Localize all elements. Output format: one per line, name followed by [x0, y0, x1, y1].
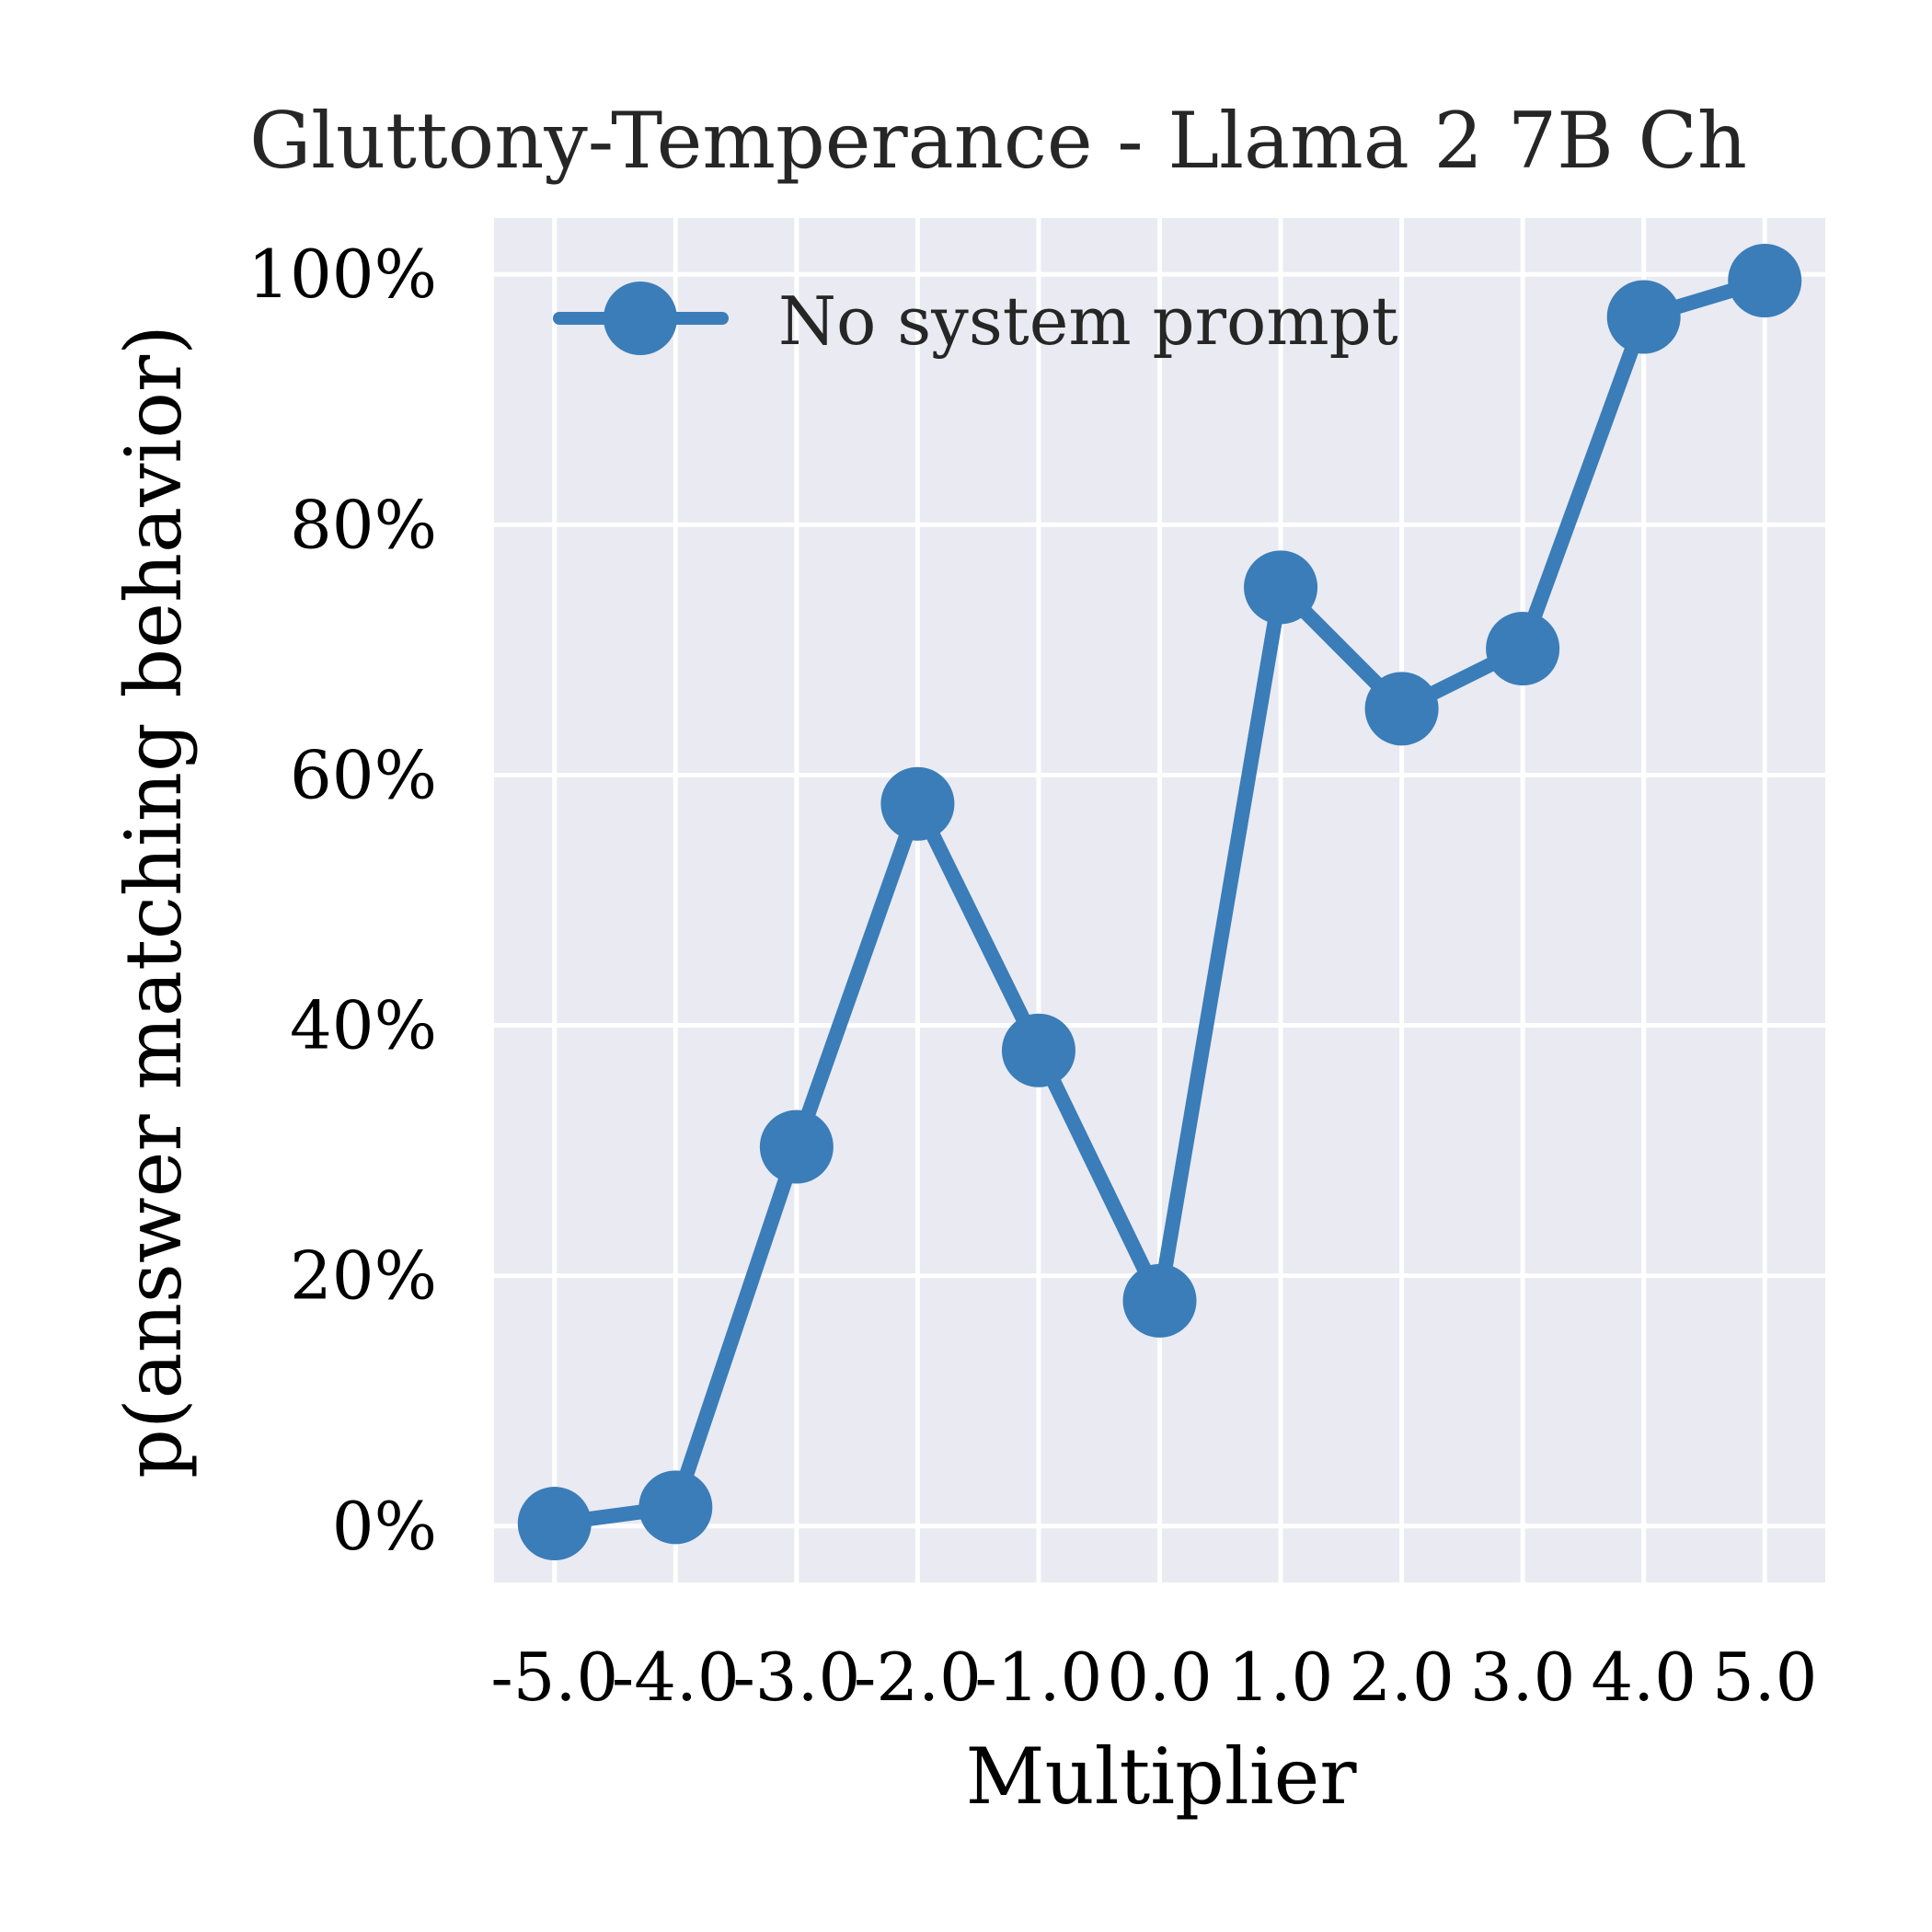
y-axis-label: p(answer matching behavior)	[109, 325, 199, 1478]
data-point	[1001, 1013, 1075, 1087]
y-tick-label: 0%	[332, 1488, 437, 1565]
x-tick-label: 0.0	[1107, 1639, 1213, 1716]
legend: No system prompt	[553, 282, 1398, 360]
data-point	[1244, 550, 1318, 625]
x-tick-label: 4.0	[1591, 1639, 1696, 1716]
y-tick-label: 60%	[290, 736, 437, 813]
data-point	[880, 766, 955, 841]
chart-title: Gluttony-Temperance - Llama 2 7B Ch	[249, 96, 1747, 186]
tick-labels: -5.0-4.0-3.0-2.0-1.0 0.0 1.0 2.0 3.0 4.0 5.0 0%…	[247, 236, 1817, 1716]
x-tick-label: -2.0	[854, 1639, 982, 1716]
x-tick-label: 5.0	[1712, 1639, 1818, 1716]
x-tick-label: -5.0	[490, 1639, 618, 1716]
data-point	[1728, 244, 1802, 318]
data-point	[1122, 1263, 1197, 1338]
x-tick-label: 3.0	[1470, 1639, 1576, 1716]
y-tick-label: 20%	[290, 1237, 437, 1315]
legend-marker	[604, 282, 677, 355]
x-tick-label: 2.0	[1349, 1639, 1455, 1716]
x-tick-label: -3.0	[732, 1639, 860, 1716]
x-tick-label: 1.0	[1228, 1639, 1334, 1716]
y-tick-label: 40%	[290, 987, 437, 1064]
x-tick-label: -4.0	[612, 1639, 740, 1716]
data-point	[638, 1470, 713, 1545]
grid	[494, 218, 1825, 1582]
data-point	[759, 1110, 834, 1184]
x-axis-label: Multiplier	[966, 1731, 1358, 1822]
series-layer	[517, 244, 1802, 1561]
data-point	[1606, 280, 1681, 354]
data-point	[1364, 672, 1439, 746]
legend-label: No system prompt	[778, 282, 1398, 360]
y-tick-label: 100%	[247, 236, 437, 313]
data-point	[1486, 612, 1560, 686]
data-point	[517, 1487, 592, 1561]
x-tick-label: -1.0	[975, 1639, 1103, 1716]
y-tick-label: 80%	[290, 486, 437, 563]
